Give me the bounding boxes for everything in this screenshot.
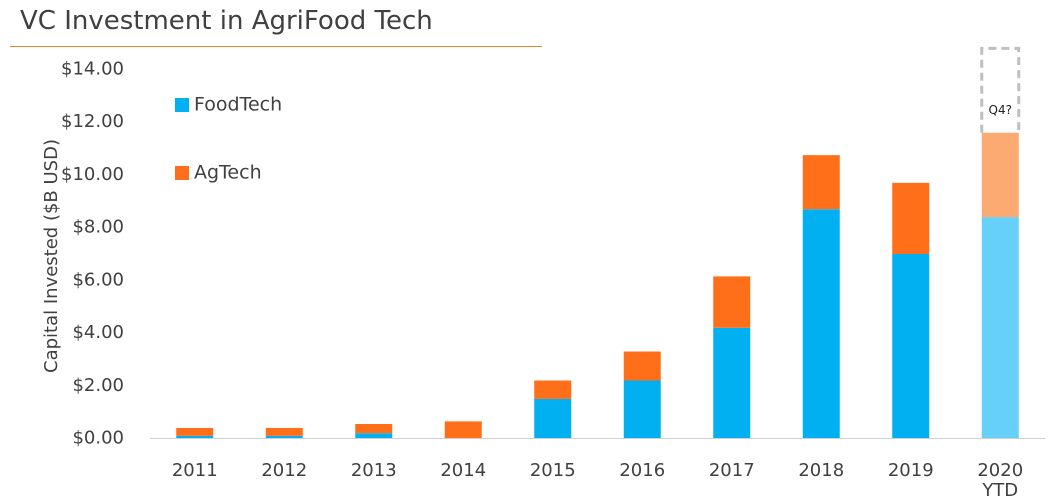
legend-swatch-foodtech (175, 98, 189, 112)
x-tick-label: 2017 (709, 460, 755, 481)
y-tick-label: $14.00 (61, 59, 124, 80)
y-axis-title: Capital Invested ($B USD) (41, 139, 62, 373)
x-tick-label: 2020 (977, 460, 1023, 481)
projection-label: Q4? (989, 103, 1012, 117)
bar-agtech-2020 (981, 132, 1019, 218)
y-axis-ticks: $0.00 $2.00 $4.00 $6.00 $8.00 $10.00 $12.00 $14… (61, 59, 124, 449)
bar-agtech-2017 (713, 276, 751, 328)
bar-agtech-2014 (444, 421, 482, 439)
bar-agtech-2016 (623, 351, 661, 381)
bar-agtech-2018 (802, 155, 840, 210)
x-tick-label: 2015 (530, 460, 576, 481)
title-underline (10, 46, 542, 47)
bar-agtech-2015 (534, 380, 572, 399)
x-axis-ticks: 2011 2012 2013 2014 2015 2016 2017 2018 2019 2020… (172, 460, 1023, 501)
bar-foodtech-2018 (802, 209, 840, 439)
legend: FoodTech AgTech (175, 94, 282, 184)
bar-foodtech-2013 (355, 433, 393, 439)
y-tick-label: $2.00 (72, 375, 124, 396)
legend-label-foodtech: FoodTech (194, 94, 282, 116)
chart-title: VC Investment in AgriFood Tech (20, 6, 433, 36)
y-tick-label: $0.00 (72, 428, 124, 449)
bar-foodtech-2012 (265, 435, 303, 439)
x-tick-label: 2012 (261, 460, 307, 481)
x-tick-label: 2019 (888, 460, 934, 481)
bar-agtech-2012 (265, 427, 303, 436)
legend-label-agtech: AgTech (194, 162, 262, 184)
bar-foodtech-2011 (176, 435, 214, 439)
x-tick-label: 2013 (351, 460, 397, 481)
y-tick-label: $4.00 (72, 322, 124, 343)
y-tick-label: $8.00 (72, 217, 124, 238)
x-tick-label: 2011 (172, 460, 218, 481)
bar-foodtech-2017 (713, 327, 751, 439)
x-tick-label: 2018 (798, 460, 844, 481)
x-tick-sublabel: YTD (981, 480, 1018, 501)
y-tick-label: $6.00 (72, 269, 124, 290)
bar-agtech-2011 (176, 427, 214, 436)
y-tick-label: $12.00 (61, 111, 124, 132)
bar-foodtech-2016 (623, 380, 661, 439)
bar-foodtech-2015 (534, 398, 572, 439)
bar-foodtech-2019 (892, 254, 930, 439)
projection-dashed-outline (980, 46, 1021, 133)
y-tick-label: $10.00 (61, 164, 124, 185)
bar-agtech-2019 (892, 182, 930, 254)
bar-foodtech-2020 (981, 217, 1019, 439)
bars-group (176, 132, 1019, 439)
x-tick-label: 2016 (619, 460, 665, 481)
x-tick-label: 2014 (440, 460, 486, 481)
legend-swatch-agtech (175, 166, 189, 180)
q4-projection: Q4? (980, 46, 1021, 133)
bar-agtech-2013 (355, 424, 393, 434)
